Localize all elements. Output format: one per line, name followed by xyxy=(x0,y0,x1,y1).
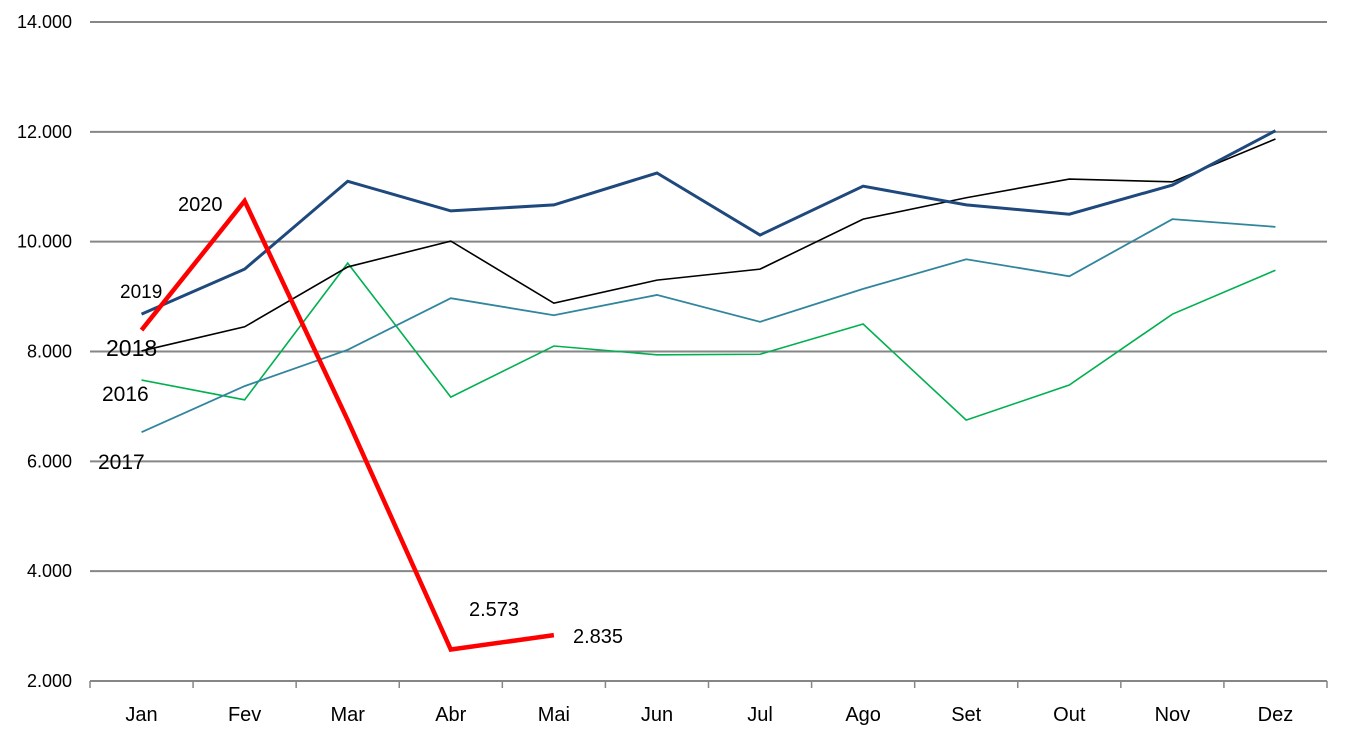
series-labels: 2016 2017 2018 2019 2020 2.573 2.835 xyxy=(98,194,623,648)
x-tick-label: Out xyxy=(1053,704,1086,726)
y-tick-label: 8.000 xyxy=(27,342,72,362)
series-line-2019 xyxy=(142,131,1276,314)
x-tick-label: Ago xyxy=(845,704,881,726)
series-label-2017: 2017 xyxy=(98,451,145,474)
x-tick-label: Jan xyxy=(125,704,157,726)
series-label-2018: 2018 xyxy=(106,335,157,361)
y-tick-label: 12.000 xyxy=(17,122,72,142)
data-label: 2.835 xyxy=(573,626,623,648)
data-label: 2.573 xyxy=(469,599,519,621)
y-tick-label: 2.000 xyxy=(27,671,72,691)
gridlines xyxy=(90,22,1327,681)
x-tick-label: Dez xyxy=(1258,704,1294,726)
x-tick-label: Fev xyxy=(228,704,261,726)
x-tick-label: Mai xyxy=(538,704,570,726)
x-tick-label: Jun xyxy=(641,704,673,726)
y-tick-label: 10.000 xyxy=(17,232,72,252)
x-tick-label: Abr xyxy=(435,704,466,726)
x-tick-label: Nov xyxy=(1155,704,1191,726)
series-label-2020: 2020 xyxy=(178,194,223,216)
x-axis: Jan Fev Mar Abr Mai Jun Jul Ago Set Out Nov Dez xyxy=(90,681,1327,726)
series-line-2017 xyxy=(142,219,1276,432)
series-label-2016: 2016 xyxy=(102,383,149,406)
series-label-2019: 2019 xyxy=(120,282,162,303)
series-line-2018 xyxy=(142,139,1276,351)
x-tick-label: Mar xyxy=(330,704,365,726)
y-tick-label: 14.000 xyxy=(17,12,72,32)
series-line-2020 xyxy=(142,201,554,650)
y-axis: 2.000 4.000 6.000 8.000 10.000 12.000 14.000 xyxy=(17,12,72,691)
x-tick-label: Set xyxy=(951,704,981,726)
x-tick-label: Jul xyxy=(747,704,773,726)
y-tick-label: 4.000 xyxy=(27,561,72,581)
y-tick-label: 6.000 xyxy=(27,451,72,471)
